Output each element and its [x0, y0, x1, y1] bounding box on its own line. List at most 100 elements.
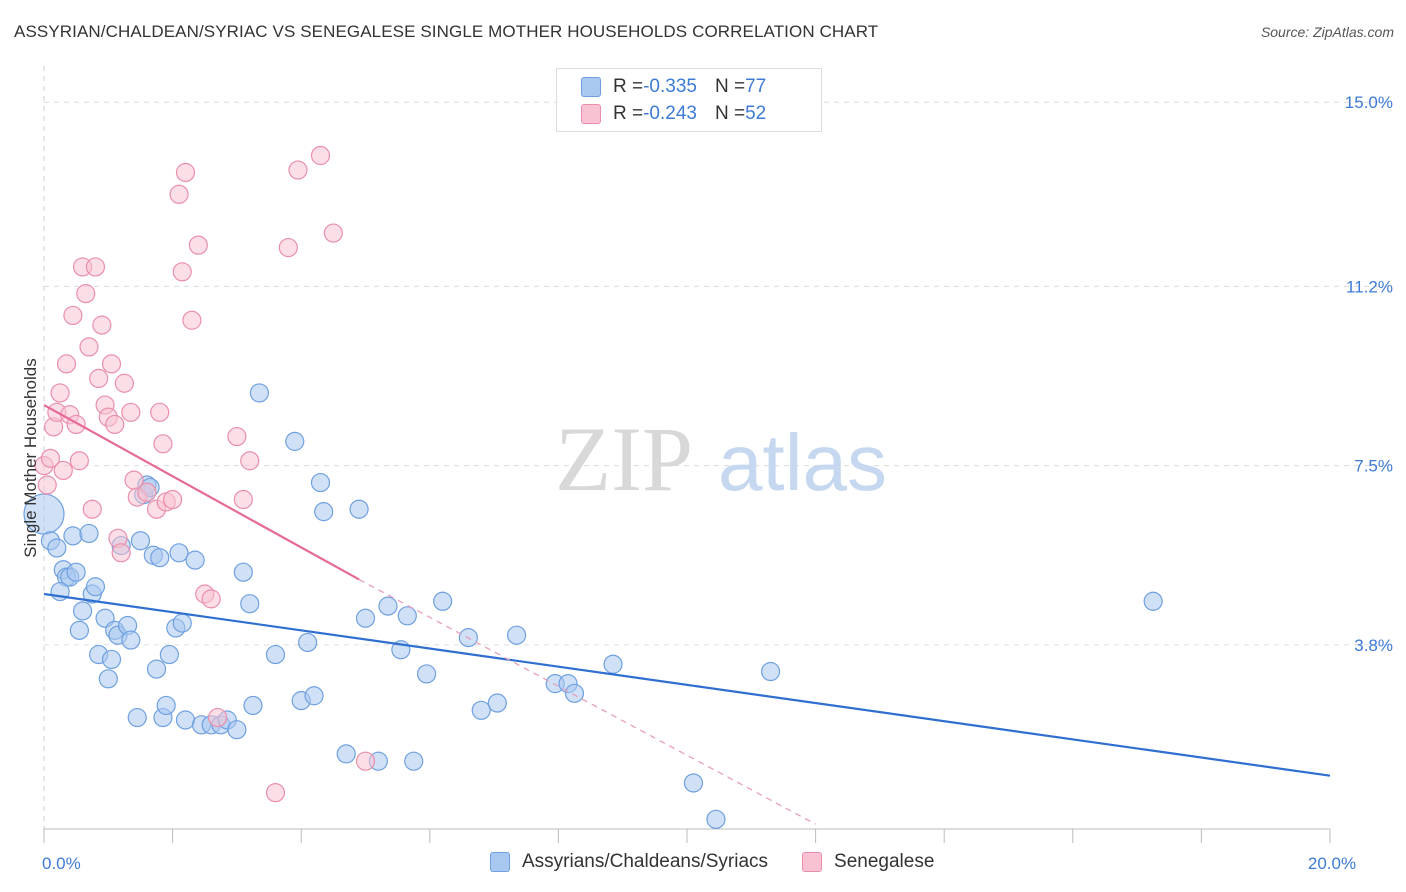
- assyrian-point: [233, 562, 253, 582]
- senegalese-point: [278, 237, 298, 258]
- legend-label-senegalese: Senegalese: [834, 851, 935, 872]
- legend-n-label: N =: [714, 103, 746, 124]
- assyrian-point: [79, 523, 99, 544]
- y-tick-label: 11.2%: [1346, 277, 1393, 296]
- assyrian-point: [85, 577, 106, 597]
- assyrian-point: [240, 594, 260, 614]
- legend-n-label: N =: [714, 76, 746, 97]
- legend-n-value: 52: [745, 103, 767, 124]
- assyrian-point: [416, 664, 437, 684]
- assyrian-point: [304, 686, 324, 706]
- senegalese-point: [208, 707, 228, 728]
- assyrian-point: [159, 644, 179, 665]
- y-axis-label: Single Mother Households: [21, 358, 40, 557]
- y-tick-label: 3.8%: [1354, 636, 1393, 655]
- assyrian-point: [150, 548, 170, 568]
- legend-swatch-senegalese: [802, 852, 823, 872]
- assyrian-point: [101, 649, 122, 670]
- assyrian-point: [127, 707, 147, 728]
- senegalese-point: [114, 373, 134, 393]
- series-legend: Assyrians/Chaldeans/Syriacs Senegalese: [490, 851, 968, 873]
- assyrian-point: [336, 744, 356, 764]
- x-tick-label: 20.0%: [1308, 854, 1356, 873]
- legend-label-assyrian: Assyrians/Chaldeans/Syriacs: [522, 851, 769, 872]
- legend-row-assyrian: R = -0.335 N = 77: [581, 74, 766, 100]
- grid-lines: [43, 66, 1392, 829]
- assyrian-point: [706, 809, 726, 829]
- assyrian-point: [63, 526, 83, 546]
- assyrian-point: [47, 538, 67, 558]
- senegalese-point: [233, 489, 253, 510]
- assyrian-point: [471, 700, 491, 720]
- tick-labels: 3.8% 7.5% 11.2% 15.0% 0.0% 20.0%: [42, 93, 1393, 873]
- legend-r-value: -0.243: [643, 103, 697, 124]
- senegalese-point: [355, 751, 376, 771]
- assyrian-trend-line: [43, 592, 1331, 777]
- senegalese-point: [76, 284, 96, 304]
- senegalese-point: [105, 414, 125, 435]
- assyrian-point: [298, 632, 318, 653]
- legend-item-senegalese: Senegalese: [802, 851, 934, 873]
- senegalese-point: [201, 589, 221, 609]
- y-tick-label: 7.5%: [1354, 457, 1393, 476]
- senegalese-point: [240, 451, 260, 471]
- senegalese-point: [89, 368, 109, 388]
- assyrian-point: [185, 550, 205, 570]
- assyrian-point: [72, 601, 93, 621]
- assyrian-point: [98, 669, 118, 689]
- assyrian-point: [487, 693, 507, 713]
- senegalese-point: [163, 489, 183, 510]
- y-tick-label: 15.0%: [1345, 93, 1393, 112]
- legend-n-value: 77: [745, 76, 767, 97]
- senegalese-point: [137, 482, 157, 502]
- x-tick-label: 0.0%: [42, 854, 81, 873]
- senegalese-point: [37, 475, 57, 495]
- assyrian-point: [760, 661, 781, 682]
- stats-legend: R = -0.335 N = 77 R = -0.243 N = 52: [556, 68, 822, 132]
- assyrian-point: [404, 751, 424, 771]
- assyrian-point: [121, 630, 141, 650]
- senegalese-point: [53, 460, 73, 481]
- senegalese-point: [265, 783, 286, 803]
- senegalese-point: [188, 235, 208, 255]
- senegalese-point: [227, 426, 247, 447]
- watermark: ZIP atlas: [555, 408, 887, 510]
- senegalese-point: [69, 451, 89, 471]
- assyrian-point: [130, 531, 151, 551]
- senegalese-point: [82, 499, 102, 519]
- senegalese-point: [40, 448, 61, 468]
- assyrian-point: [243, 695, 263, 716]
- senegalese-point: [111, 543, 131, 563]
- senegalese-point: [85, 257, 106, 277]
- assyrian-point: [156, 695, 176, 716]
- senegalese-point: [121, 402, 141, 422]
- senegalese-point: [169, 184, 189, 204]
- trend-lines: [43, 404, 1331, 825]
- assyrian-point: [285, 431, 305, 451]
- assyrian-point: [683, 773, 704, 793]
- senegalese-point: [79, 337, 99, 357]
- legend-item-assyrian: Assyrians/Chaldeans/Syriacs: [490, 851, 768, 873]
- assyrian-point: [169, 543, 189, 563]
- senegalese-point: [63, 305, 83, 326]
- chart-title: ASSYRIAN/CHALDEAN/SYRIAC VS SENEGALESE S…: [14, 22, 879, 41]
- assyrian-point: [314, 502, 334, 522]
- legend-r-label: R =: [613, 76, 644, 97]
- assyrian-point: [265, 644, 286, 665]
- assyrian-point: [564, 683, 585, 703]
- watermark-zip: ZIP: [555, 408, 693, 510]
- assyrian-point: [227, 720, 247, 740]
- senegalese-point: [101, 354, 122, 374]
- assyrian-point: [507, 625, 527, 645]
- legend-r-value: -0.335: [643, 76, 697, 97]
- assyrian-point: [433, 591, 453, 611]
- assyrian-point: [175, 710, 196, 730]
- assyrian-point: [378, 596, 398, 616]
- senegalese-point: [310, 145, 331, 166]
- assyrian-point: [349, 499, 369, 519]
- senegalese-point: [50, 383, 70, 403]
- assyrian-point: [355, 608, 376, 628]
- watermark-atlas: atlas: [718, 418, 887, 507]
- assyrian-point: [69, 620, 89, 640]
